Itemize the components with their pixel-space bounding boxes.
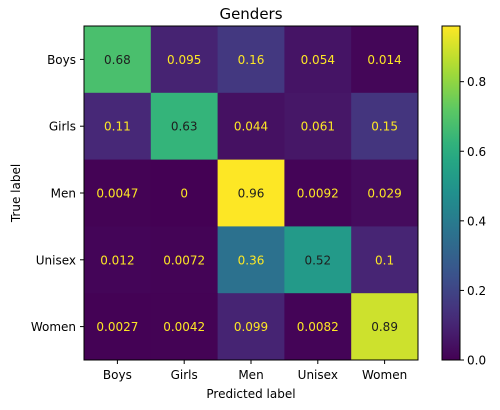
cell-value-label: 0.012 [100,253,134,267]
y-tick-label: Girls [49,120,76,134]
cell-value-label: 0.16 [238,53,265,67]
y-tick-label: Unisex [36,253,76,267]
x-tick-label: Girls [171,368,198,382]
colorbar-tick-label: 0.0 [467,354,486,368]
x-tick-label: Unisex [298,368,338,382]
cell-value-label: 0.15 [371,120,398,134]
y-axis-ticks: Boys Girls Men Unisex Women [31,53,84,334]
y-tick-label: Men [51,187,76,201]
x-tick-label: Boys [103,368,132,382]
cell-value-label: 0.89 [371,320,398,334]
heatmap-cell [84,26,152,94]
y-axis-label: True label [9,164,23,223]
colorbar-tick-label: 0.4 [467,214,486,228]
cell-value-label: 0.68 [104,53,131,67]
colorbar: 0.0 0.2 0.4 0.6 0.8 [441,25,486,368]
y-tick-label: Women [31,320,76,334]
cell-value-label: 0.96 [238,187,265,201]
heatmap-cell [150,159,219,227]
cell-value-label: 0.054 [301,53,335,67]
cell-value-label: 0.63 [171,120,198,134]
heatmap-cell [217,26,285,94]
cell-value-label: 0.1 [375,253,394,267]
heatmap-cell [351,26,419,94]
x-tick-label: Men [238,368,263,382]
colorbar-tick-label: 0.8 [467,75,486,89]
heatmap-cell [150,226,219,294]
x-axis-label: Predicted label [206,387,295,401]
heatmap-cell [84,293,152,361]
heatmap-cell [84,159,152,227]
heatmap-cell [284,92,352,161]
cell-value-label: 0.044 [234,120,268,134]
colorbar-tick-label: 0.6 [467,145,486,159]
cell-value-label: 0.061 [301,120,335,134]
cell-value-label: 0.0042 [163,320,205,334]
colorbar-gradient [441,25,461,361]
heatmap-cell [217,226,285,294]
cell-value-label: 0.0072 [163,253,205,267]
heatmap-cell [284,293,352,361]
cell-value-label: 0.014 [367,53,401,67]
cell-value-label: 0.0027 [96,320,138,334]
cell-value-label: 0.099 [234,320,268,334]
cell-value-label: 0.0092 [297,187,339,201]
heatmap-cells: 0.68 0.095 0.16 0.054 0.014 0.11 0.63 0.044 0.06… [84,26,419,361]
heatmap-cell [284,159,352,227]
cell-value-label: 0.36 [238,253,265,267]
colorbar-tick-label: 0.2 [467,284,486,298]
heatmap-cell [284,226,352,294]
x-axis-ticks: Boys Girls Men Unisex Women [103,360,407,382]
cell-value-label: 0.11 [104,120,131,134]
heatmap-cell [351,226,419,294]
heatmap-cell [217,293,285,361]
cell-value-label: 0.095 [167,53,201,67]
cell-value-label: 0.0082 [297,320,339,334]
heatmap-cell [217,92,285,161]
heatmap-cell [84,226,152,294]
cell-value-label: 0 [180,187,188,201]
chart-title: Genders [219,5,282,23]
cell-value-label: 0.52 [304,253,331,267]
heatmap-cell [351,293,419,361]
heatmap-cell [217,159,285,227]
heatmap-cell [84,92,152,161]
y-tick-label: Boys [47,53,76,67]
heatmap-cell [351,159,419,227]
heatmap-cell [284,26,352,94]
x-tick-label: Women [362,368,407,382]
heatmap-cell [150,92,219,161]
heatmap-cell [351,92,419,161]
heatmap-cell [150,293,219,361]
cell-value-label: 0.0047 [96,187,138,201]
cell-value-label: 0.029 [367,187,401,201]
heatmap-cell [150,26,219,94]
